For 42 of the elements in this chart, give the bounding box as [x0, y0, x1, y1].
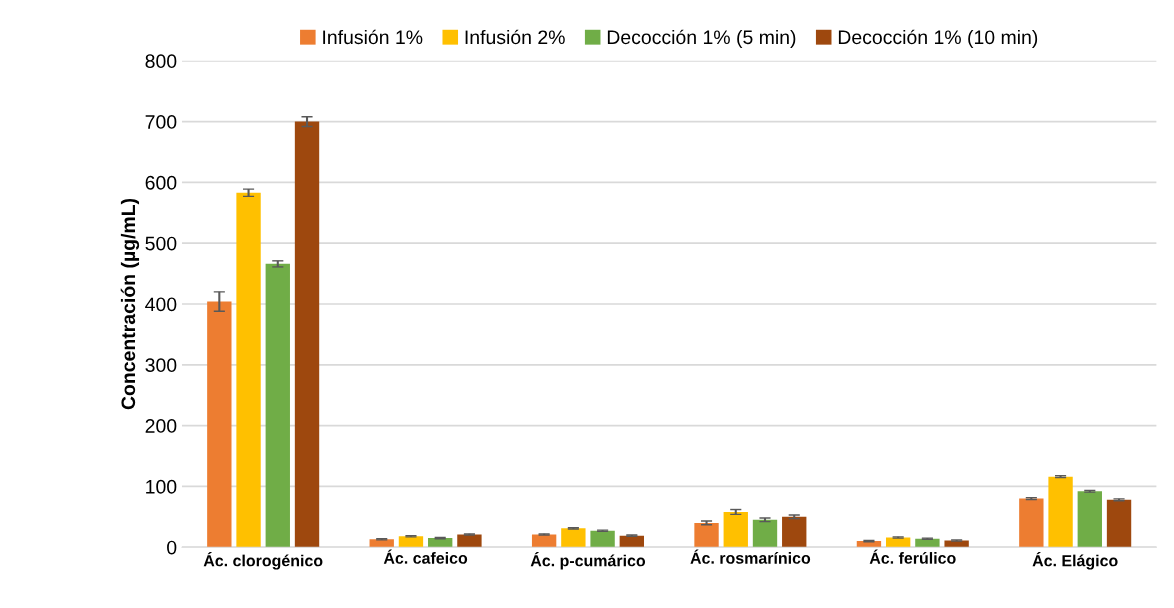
bar	[915, 538, 940, 548]
y-tick-label: 100	[146, 479, 177, 494]
x-tick-label: Ác. ferúlico	[869, 549, 956, 564]
bar	[752, 519, 778, 548]
legend-label: Infusión 1%	[323, 29, 423, 45]
bar	[457, 534, 482, 548]
bar	[428, 538, 453, 548]
y-axis-title: Concentración (µg/mL)	[120, 198, 140, 410]
bar	[1019, 498, 1044, 548]
y-tick-label: 400	[145, 297, 177, 312]
bar	[207, 301, 232, 548]
y-tick-label: 500	[145, 236, 177, 251]
legend-label: Infusión 2%	[465, 29, 565, 45]
x-tick-label: Ác. cafeico	[383, 549, 468, 564]
bar	[619, 535, 645, 548]
bar	[561, 528, 586, 548]
bar	[1048, 476, 1073, 548]
bar	[782, 516, 807, 548]
y-tick-label: 300	[145, 358, 177, 373]
legend-label: Decocción 1% (5 min)	[607, 29, 796, 48]
bar	[856, 541, 882, 548]
x-tick-label: Ác. clorogénico	[203, 552, 323, 570]
bar	[531, 534, 557, 548]
bar	[294, 121, 320, 548]
y-tick-label: 800	[145, 54, 177, 69]
y-tick-label: 200	[145, 419, 177, 433]
bar	[265, 263, 290, 548]
bar	[723, 511, 748, 548]
x-tick-label: Ác. Elágico	[1032, 552, 1118, 570]
legend-label: Decocción 1% (10 min)	[838, 29, 1038, 48]
x-tick-label: Ác. rosmarínico	[690, 549, 811, 564]
bar	[590, 530, 615, 548]
bar	[236, 192, 261, 548]
bar	[1077, 491, 1102, 548]
y-tick-label: 700	[145, 115, 177, 129]
bar	[885, 537, 911, 548]
y-tick-label: 0	[167, 540, 177, 555]
bar	[398, 536, 424, 548]
bar	[694, 522, 719, 548]
x-tick-label: Ác. p-cumárico	[530, 552, 646, 570]
bar	[1106, 499, 1132, 548]
y-tick-label: 600	[145, 175, 177, 190]
